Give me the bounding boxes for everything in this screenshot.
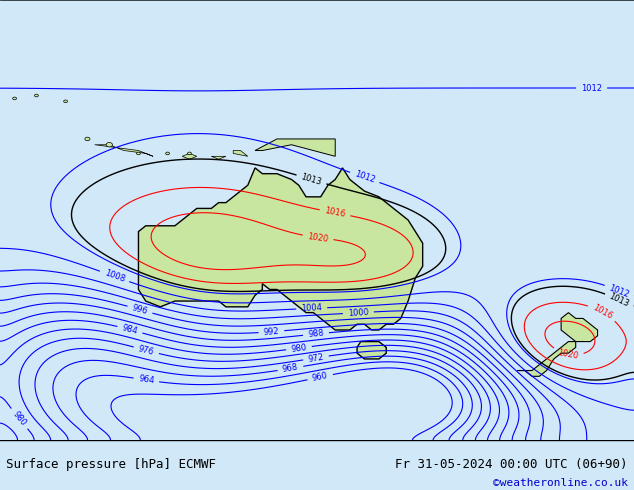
Text: 1016: 1016 [324, 206, 346, 219]
Text: 988: 988 [307, 329, 325, 339]
Circle shape [165, 152, 169, 155]
Text: 980: 980 [290, 343, 307, 354]
Polygon shape [94, 145, 153, 156]
Text: 960: 960 [311, 371, 329, 383]
Text: 1013: 1013 [607, 292, 631, 309]
Polygon shape [211, 156, 226, 159]
Text: 1016: 1016 [591, 303, 614, 321]
Polygon shape [138, 168, 423, 330]
Text: 996: 996 [131, 303, 149, 316]
Text: Fr 31-05-2024 00:00 UTC (06+90): Fr 31-05-2024 00:00 UTC (06+90) [395, 458, 628, 470]
Text: 972: 972 [307, 352, 325, 364]
Text: 1020: 1020 [307, 232, 329, 244]
Polygon shape [517, 342, 576, 376]
Text: 1008: 1008 [103, 269, 126, 284]
Text: 980: 980 [11, 410, 27, 428]
Polygon shape [255, 139, 335, 156]
Text: 976: 976 [138, 344, 155, 357]
Text: 992: 992 [263, 327, 280, 337]
Text: 1000: 1000 [347, 308, 369, 318]
Circle shape [106, 143, 112, 147]
Text: 968: 968 [282, 363, 299, 374]
Polygon shape [182, 153, 197, 159]
Circle shape [188, 152, 191, 155]
Text: 964: 964 [138, 374, 155, 386]
Text: 1012: 1012 [353, 170, 376, 185]
Circle shape [85, 137, 90, 141]
Text: 984: 984 [121, 323, 139, 336]
Text: 1013: 1013 [300, 172, 323, 187]
Text: 1012: 1012 [581, 83, 602, 93]
Text: 1004: 1004 [301, 303, 322, 313]
Polygon shape [233, 150, 248, 156]
Text: 1012: 1012 [608, 283, 631, 299]
Text: 1020: 1020 [557, 347, 579, 360]
Text: ©weatheronline.co.uk: ©weatheronline.co.uk [493, 477, 628, 488]
Circle shape [136, 152, 140, 155]
Polygon shape [357, 342, 386, 359]
Text: Surface pressure [hPa] ECMWF: Surface pressure [hPa] ECMWF [6, 458, 216, 470]
Circle shape [13, 97, 16, 100]
Circle shape [34, 94, 38, 97]
Circle shape [63, 100, 67, 102]
Polygon shape [561, 313, 598, 342]
